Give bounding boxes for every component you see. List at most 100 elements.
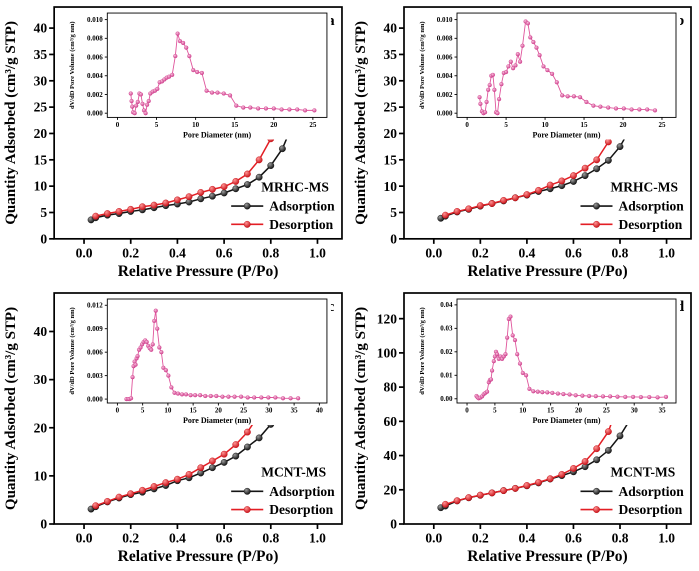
pore-inset: 0 5 10 15 20 25 30 35 0.00 0.01 0.02 0.03 0.04 Pore D… — [410, 295, 680, 425]
x-tick-label: 0 — [465, 121, 469, 129]
y-tick-label: 40 — [34, 21, 48, 36]
panel-c: 0.0 0.2 0.4 0.6 0.8 1.0 0 10 20 30 40 Relative Pres… — [0, 286, 350, 571]
y-tick-label: 0.00 — [440, 395, 453, 403]
legend-label-adsorption: Adsorption — [269, 484, 335, 499]
y-tick-label: 0 — [390, 517, 397, 532]
y-tick-label: 0.008 — [437, 35, 453, 43]
axes-frame — [106, 298, 328, 404]
legend-label-desorption: Desorption — [269, 217, 333, 232]
x-axis-label: Relative Pressure (P/Po) — [467, 548, 627, 565]
legend-label-desorption: Desorption — [619, 502, 683, 517]
x-tick-label: 0.4 — [518, 245, 535, 260]
x-ticks: 0 5 10 15 20 25 30 35 — [465, 403, 666, 415]
x-tick-label: 15 — [581, 121, 588, 129]
y-tick-label: 20 — [34, 420, 48, 435]
pore-distribution-series — [474, 314, 669, 401]
legend: MRHC-MS Adsorption Desorption — [580, 179, 685, 232]
panel-b: 0.0 0.2 0.4 0.6 0.8 1.0 0 5 10 15 20 25 30 35 40 Relati… — [350, 0, 699, 286]
x-tick-label: 0.8 — [612, 531, 629, 546]
x-tick-label: 0.8 — [612, 245, 629, 260]
x-tick-label: 0.6 — [216, 245, 233, 260]
legend-label-desorption: Desorption — [619, 217, 683, 232]
legend: MRHC-MS Adsorption Desorption — [231, 179, 335, 232]
x-ticks: 0 5 10 15 20 25 — [116, 117, 317, 129]
y-tick-label: 25 — [34, 100, 48, 115]
x-tick-label: 10 — [519, 407, 527, 415]
axes-frame — [53, 292, 343, 525]
y-axis-label: Quantity Adsorbed (cm³/g STP) — [3, 21, 19, 225]
y-tick-label: 0.004 — [437, 72, 453, 80]
x-tick-label: 15 — [231, 121, 239, 129]
y-tick-label: 20 — [34, 126, 48, 141]
y-tick-label: 0.002 — [87, 91, 103, 99]
x-tick-label: 0.2 — [122, 531, 139, 546]
legend: MCNT-MS Adsorption Desorption — [580, 465, 685, 517]
axes-frame — [456, 298, 677, 404]
axes-frame — [403, 6, 692, 240]
main-plot: 0.0 0.2 0.4 0.6 0.8 1.0 0 10 20 30 40 Relative Pres… — [3, 292, 343, 565]
x-tick-label: 1.0 — [658, 245, 675, 260]
y-tick-label: 40 — [384, 21, 398, 36]
y-tick-label: 0.000 — [87, 110, 103, 118]
x-tick-label: 40 — [316, 407, 324, 415]
x-tick-label: 25 — [309, 121, 317, 129]
panel-letter: d — [676, 299, 685, 315]
y-tick-label: 80 — [384, 380, 398, 395]
y-ticks: 0.000 0.003 0.006 0.009 0.012 — [87, 302, 108, 403]
x-tick-label: 20 — [575, 407, 583, 415]
y-tick-label: 10 — [34, 179, 48, 194]
x-axis-label: Relative Pressure (P/Po) — [467, 263, 627, 280]
panel-letter: a — [327, 13, 335, 29]
x-tick-label: 20 — [270, 121, 278, 129]
pore-inset: 0 5 10 15 20 25 0.000 0.002 0.004 0.006 0.008 0.010… — [60, 9, 331, 140]
legend-label-adsorption: Adsorption — [619, 199, 685, 214]
x-tick-label: 30 — [265, 407, 273, 415]
y-tick-label: 100 — [377, 345, 398, 360]
legend-label-adsorption: Adsorption — [619, 484, 685, 499]
x-tick-label: 20 — [215, 407, 223, 415]
panel-letter: c — [328, 299, 335, 315]
x-axis-label: Pore Diameter (nm) — [183, 416, 252, 425]
x-axis-label: Pore Diameter (nm) — [532, 416, 600, 425]
y-tick-label: 30 — [384, 73, 398, 88]
y-ticks: 0.000 0.002 0.004 0.006 0.008 0.010 — [437, 16, 457, 118]
x-tick-label: 0 — [116, 121, 120, 129]
y-tick-label: 0 — [40, 517, 47, 532]
y-tick-label: 0.01 — [440, 372, 453, 380]
y-tick-label: 35 — [34, 47, 48, 62]
axes-frame — [403, 292, 692, 525]
y-tick-label: 35 — [384, 47, 398, 62]
x-axis-label: Pore Diameter (nm) — [532, 130, 600, 139]
x-tick-label: 15 — [190, 407, 198, 415]
y-tick-label: 120 — [377, 311, 398, 326]
y-tick-label: 20 — [384, 482, 398, 497]
y-tick-label: 0.000 — [437, 110, 453, 118]
x-ticks: 0.0 0.2 0.4 0.6 0.8 1.0 — [76, 238, 326, 260]
x-axis-label: Pore Diameter (nm) — [183, 130, 252, 139]
x-tick-label: 10 — [164, 407, 172, 415]
axes-frame — [106, 12, 328, 118]
isotherm-chart-d: 0.0 0.2 0.4 0.6 0.8 1.0020406080100120Relativ… — [353, 292, 692, 565]
x-axis-label: Relative Pressure (P/Po) — [118, 548, 279, 565]
pore-distribution-series — [128, 31, 317, 116]
y-tick-label: 60 — [384, 414, 398, 429]
y-tick-label: 30 — [34, 73, 48, 88]
y-tick-label: 0.04 — [440, 301, 453, 309]
x-ticks: 0.0 0.2 0.4 0.6 0.8 1.0 — [425, 524, 675, 546]
y-tick-label: 0 — [40, 231, 47, 246]
y-tick-label: 0.004 — [87, 72, 103, 80]
x-tick-label: 1.0 — [309, 531, 326, 546]
y-tick-label: 0.000 — [87, 395, 103, 403]
y-tick-label: 0 — [390, 231, 397, 246]
x-tick-label: 0 — [465, 407, 469, 415]
pore-distribution-series — [124, 308, 301, 402]
legend-title: MCNT-MS — [611, 465, 676, 480]
x-tick-label: 0.6 — [216, 531, 233, 546]
y-ticks: 0 10 20 30 40 — [34, 324, 55, 532]
x-tick-label: 1.0 — [658, 531, 675, 546]
panel-a: 0.0 0.2 0.4 0.6 0.8 1.0 0 5 10 15 20 25 30 35 40 Relati… — [0, 0, 350, 286]
axes-frame — [53, 6, 343, 240]
isotherm-chart-b: 0.0 0.2 0.4 0.6 0.8 1.0 0 5 10 15 20 25 30 35 40 Relati… — [353, 6, 692, 280]
y-ticks: 0 20 40 60 80 100 120 — [377, 311, 404, 532]
x-ticks: 0 5 10 15 20 25 30 35 40 — [116, 403, 324, 415]
